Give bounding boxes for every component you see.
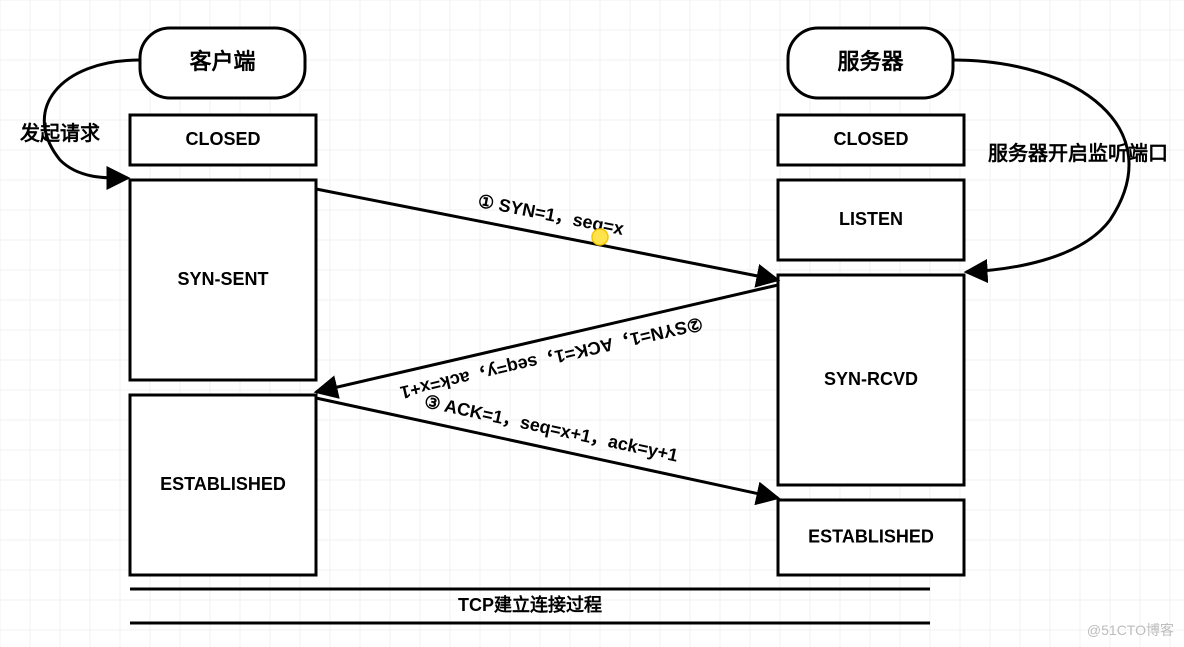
edge-3-ack: ③ ACK=1，seq=x+1，ack=y+1 <box>316 391 778 498</box>
client-established: ESTABLISHED <box>130 395 316 575</box>
client-closed: CLOSED <box>130 115 316 165</box>
client-synsent-label: SYN-SENT <box>177 269 268 289</box>
server-closed: CLOSED <box>778 115 964 165</box>
server-listen-label: LISTEN <box>839 209 903 229</box>
server-synrcvd-label: SYN-RCVD <box>824 369 918 389</box>
server-synrcvd: SYN-RCVD <box>778 275 964 485</box>
server-header-label: 服务器 <box>837 49 904 74</box>
server-established: ESTABLISHED <box>778 500 964 575</box>
edge-1-syn: ① SYN=1，seq=x <box>316 189 778 280</box>
highlight-marker <box>592 229 608 245</box>
nodes: 客户端 CLOSED SYN-SENT ESTABLISHED 服务器 CLOSED LIS… <box>130 28 964 575</box>
server-listen-label-text: 服务器开启监听端口 <box>988 141 1168 165</box>
client-closed-label: CLOSED <box>185 129 260 149</box>
client-established-label: ESTABLISHED <box>160 474 286 494</box>
client-header-label: 客户端 <box>189 49 255 74</box>
client-request-label: 发起请求 <box>19 60 140 178</box>
client-request-label-text: 发起请求 <box>19 121 101 145</box>
client-synsent: SYN-SENT <box>130 180 316 380</box>
server-closed-label: CLOSED <box>833 129 908 149</box>
server-listen: LISTEN <box>778 180 964 260</box>
diagram-canvas: 客户端 CLOSED SYN-SENT ESTABLISHED 服务器 CLOSED LIS… <box>0 0 1184 647</box>
edge-2-synack: ②SYN=1，ACK=1，seq=y，ack=x+1 <box>316 285 778 403</box>
server-header: 服务器 <box>788 28 953 98</box>
server-established-label: ESTABLISHED <box>808 526 934 546</box>
client-header: 客户端 <box>140 28 305 98</box>
watermark: @51CTO博客 <box>1087 622 1174 638</box>
caption-text: TCP建立连接过程 <box>458 594 602 615</box>
edge-2-synack-label: ②SYN=1，ACK=1，seq=y，ack=x+1 <box>398 313 704 402</box>
edges: ① SYN=1，seq=x ②SYN=1，ACK=1，seq=y，ack=x+1③… <box>316 189 778 498</box>
